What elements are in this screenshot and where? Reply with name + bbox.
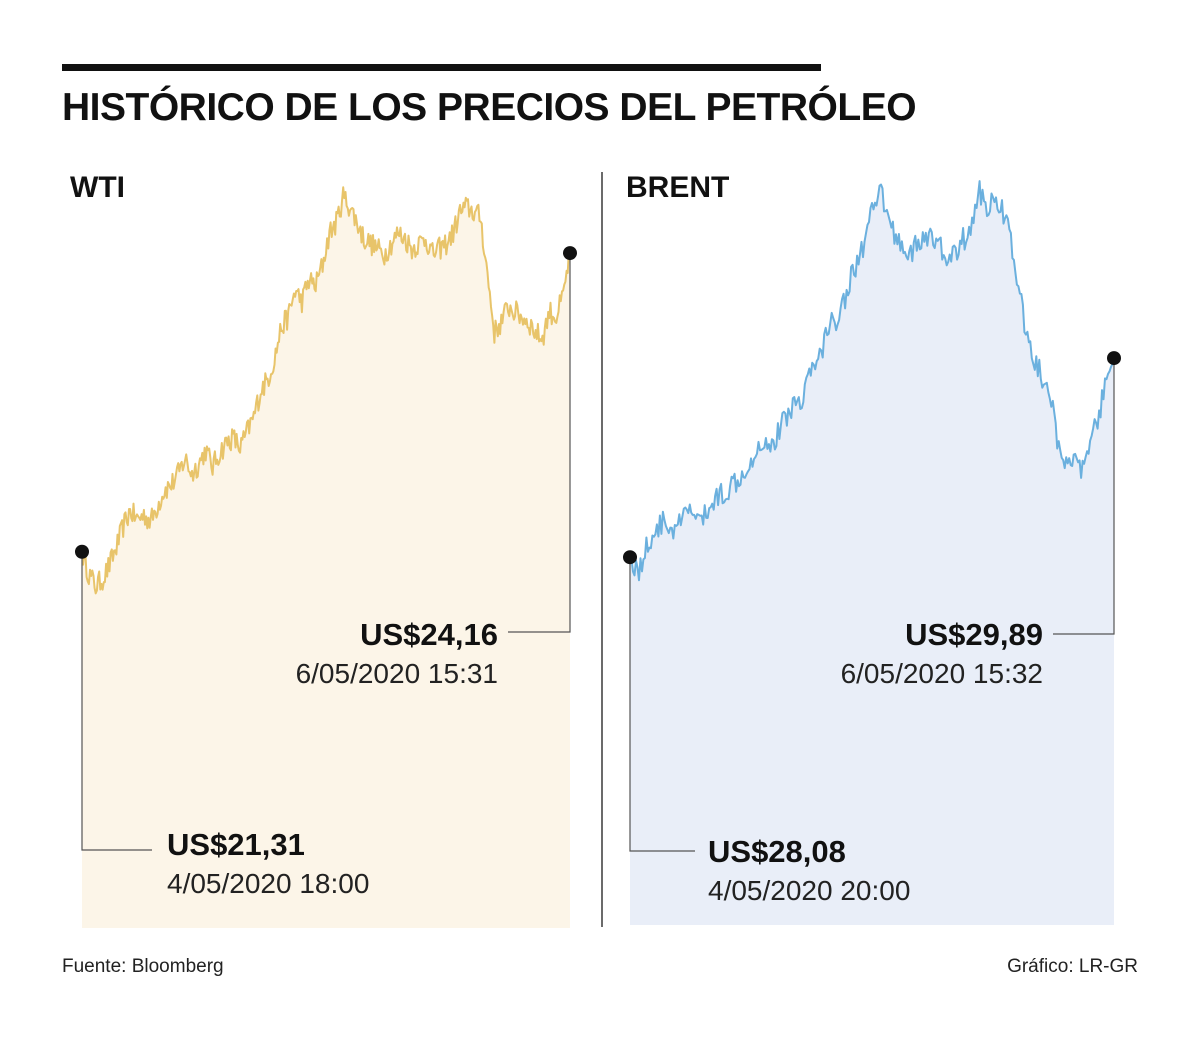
wti-start-date: 4/05/2020 18:00 [167,868,369,899]
source-note: Fuente: Bloomberg [62,956,224,977]
wti-panel-label: WTI [70,171,125,204]
brent-start-value: US$28,08 [708,834,846,869]
wti-end-date: 6/05/2020 15:31 [296,658,498,689]
wti-price-line [81,186,571,595]
brent-start-dot [623,550,637,565]
brent-end-leader [1053,358,1115,635]
wti-end-value: US$24,16 [360,617,498,652]
brent-end-date: 6/05/2020 15:32 [841,658,1043,689]
wti-end-leader [508,253,571,633]
brent-end-value: US$29,89 [905,617,1043,652]
credit-note: Gráfico: LR-GR [1007,956,1138,977]
brent-start-leader [629,557,695,852]
brent-area-fill [630,181,1114,926]
brent-start-date: 4/05/2020 20:00 [708,875,910,906]
wti-end-dot [563,246,577,261]
brent-end-dot [1107,351,1121,366]
brent-price-line [629,180,1115,582]
wti-start-dot [75,544,89,559]
title-rule [62,64,821,71]
wti-start-value: US$21,31 [167,827,305,862]
brent-panel-label: BRENT [626,171,729,204]
panel-divider [601,172,603,927]
chart-title: HISTÓRICO DE LOS PRECIOS DEL PETRÓLEO [62,86,917,129]
wti-start-leader [81,551,152,851]
wti-area-fill [82,187,570,929]
